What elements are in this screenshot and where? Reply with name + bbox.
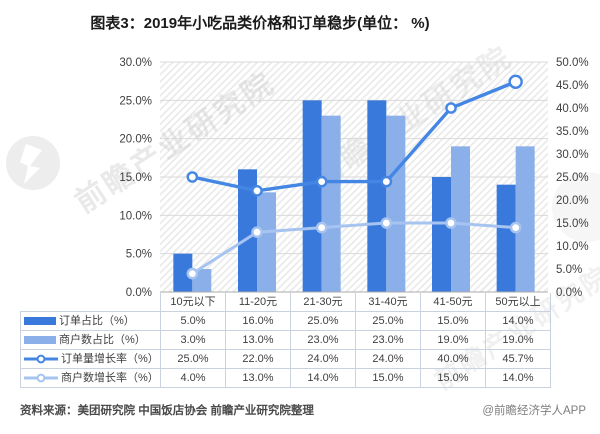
value-cell: 25.0% [160, 349, 226, 369]
value-cell: 45.7% [485, 349, 551, 369]
bar-订单占比（%） [432, 177, 451, 292]
chart-title: 图表3：2019年小吃品类价格和订单稳步(单位： %) [90, 15, 430, 32]
series-label: 商户数增长率（%） [61, 372, 159, 384]
value-cell: 24.0% [290, 349, 356, 369]
value-cell: 15.0% [420, 311, 486, 331]
value-cell: 23.0% [290, 330, 356, 350]
marker-订单量增长率（%） [251, 184, 263, 197]
legend-swatch-bar [24, 336, 56, 344]
left-axis-tick-label: 25.0% [119, 95, 152, 107]
table-header-row: 10元以下 11-20元 21-30元 31-40元 41-50元 50元以上 [21, 293, 551, 312]
left-axis-tick-label: 5.0% [126, 249, 152, 261]
marker-商户数增长率（%） [380, 217, 393, 229]
value-cell: 4.0% [160, 368, 226, 388]
value-cell: 23.0% [355, 330, 421, 350]
bar-订单占比（%） [173, 253, 193, 292]
right-axis-tick-label: 10.0% [556, 241, 589, 253]
left-axis-tick-label: 0.0% [126, 287, 152, 299]
value-cell: 40.0% [420, 349, 486, 369]
column-header: 21-30元 [290, 293, 356, 312]
credit-note: @前瞻经济学人APP [482, 405, 586, 417]
bar-商户数占比（%） [451, 146, 470, 292]
marker-订单量增长率（%） [380, 175, 393, 188]
bar-订单占比（%） [496, 184, 516, 292]
bar-商户数占比（%） [515, 146, 535, 292]
left-axis-tick-label: 15.0% [119, 172, 152, 184]
marker-商户数增长率（%） [251, 226, 263, 238]
legend-cell: 订单量增长率（%） [20, 349, 161, 369]
marker-订单量增长率（%） [315, 175, 328, 188]
legend-cell: 订单占比（%） [20, 311, 161, 331]
left-axis-tick-label: 20.0% [119, 134, 152, 146]
right-axis-tick-label: 5.0% [556, 264, 582, 276]
right-axis-tick-label: 20.0% [556, 195, 589, 207]
left-axis-tick-label: 30.0% [119, 57, 152, 69]
right-axis-tick-label: 25.0% [556, 172, 589, 184]
value-cell: 22.0% [225, 349, 291, 369]
right-axis-tick-label: 30.0% [556, 149, 589, 161]
legend-swatch-line [24, 354, 58, 364]
value-cell: 5.0% [160, 311, 226, 331]
right-axis-tick-label: 50.0% [556, 57, 589, 69]
chart-data-table: 10元以下 11-20元 21-30元 31-40元 41-50元 50元以上订单占比（%… [20, 293, 551, 388]
marker-商户数增长率（%） [315, 221, 328, 234]
value-cell: 15.0% [355, 368, 421, 388]
legend-cell: 商户数占比（%） [20, 330, 161, 350]
table-row: 商户数占比（%） 3.0% 13.0% 23.0% 23.0% 19.0% 19.0% [20, 330, 551, 350]
value-cell: 25.0% [290, 311, 356, 331]
column-header: 11-20元 [225, 293, 291, 312]
line-订单量增长率（%） [191, 80, 517, 193]
column-header: 31-40元 [355, 293, 421, 312]
marker-订单量增长率（%） [445, 102, 457, 114]
value-cell: 19.0% [485, 330, 551, 350]
bar-订单占比（%） [302, 100, 322, 292]
line-商户数增长率（%） [191, 221, 516, 275]
series-label: 订单占比（%） [59, 315, 135, 327]
value-cell: 14.0% [485, 311, 551, 331]
table-row: 商户数增长率（%） 4.0% 13.0% 14.0% 15.0% 15.0% 14.0% [20, 368, 551, 388]
value-cell: 24.0% [355, 349, 421, 369]
value-cell: 14.0% [290, 368, 356, 388]
marker-商户数增长率（%） [445, 217, 457, 229]
right-axis-tick-label: 15.0% [556, 218, 589, 230]
legend-swatch-line [24, 373, 58, 383]
right-axis-tick-label: 45.0% [556, 80, 589, 92]
column-header: 10元以下 [160, 293, 226, 312]
bar-订单占比（%） [367, 100, 387, 292]
value-cell: 3.0% [160, 330, 226, 350]
column-header: 41-50元 [420, 293, 486, 312]
column-header: 50元以上 [485, 293, 551, 312]
table-corner-cell [21, 293, 161, 312]
value-cell: 15.0% [420, 368, 486, 388]
bar-商户数占比（%） [321, 115, 341, 293]
bar-商户数占比（%） [386, 115, 406, 293]
value-cell: 19.0% [420, 330, 486, 350]
marker-商户数增长率（%） [186, 267, 199, 280]
combo-bar-line-chart: 0.0% 5.0% 10.0% 15.0% 20.0% 25.0% 30.0% 0.0% 5.0… [119, 57, 589, 299]
value-cell: 16.0% [225, 311, 291, 331]
value-cell: 13.0% [225, 368, 291, 388]
table-row: 订单量增长率（%） 25.0% 22.0% 24.0% 24.0% 40.0% 45.7% [20, 349, 551, 369]
marker-商户数增长率（%） [509, 221, 522, 234]
marker-订单量增长率（%） [186, 171, 199, 183]
value-cell: 25.0% [355, 311, 421, 331]
legend-cell: 商户数增长率（%） [20, 368, 161, 388]
right-axis-tick-label: 40.0% [556, 103, 589, 115]
legend-swatch-bar [24, 317, 56, 325]
left-axis-tick-label: 10.0% [119, 210, 152, 222]
table-row: 订单占比（%） 5.0% 16.0% 25.0% 25.0% 15.0% 14.0% [20, 311, 551, 331]
source-note: 资料来源：美团研究院 中国饭店协会 前瞻产业研究院整理 [20, 405, 314, 417]
series-label: 订单量增长率（%） [61, 353, 159, 365]
right-axis-tick-label: 35.0% [556, 126, 589, 138]
right-axis-tick-label: 0.0% [556, 287, 582, 299]
series-label: 商户数占比（%） [59, 334, 146, 346]
marker-订单量增长率（%） [508, 74, 523, 89]
value-cell: 13.0% [225, 330, 291, 350]
bar-订单占比（%） [238, 169, 257, 292]
bar-商户数占比（%） [257, 192, 276, 292]
value-cell: 14.0% [485, 368, 551, 388]
